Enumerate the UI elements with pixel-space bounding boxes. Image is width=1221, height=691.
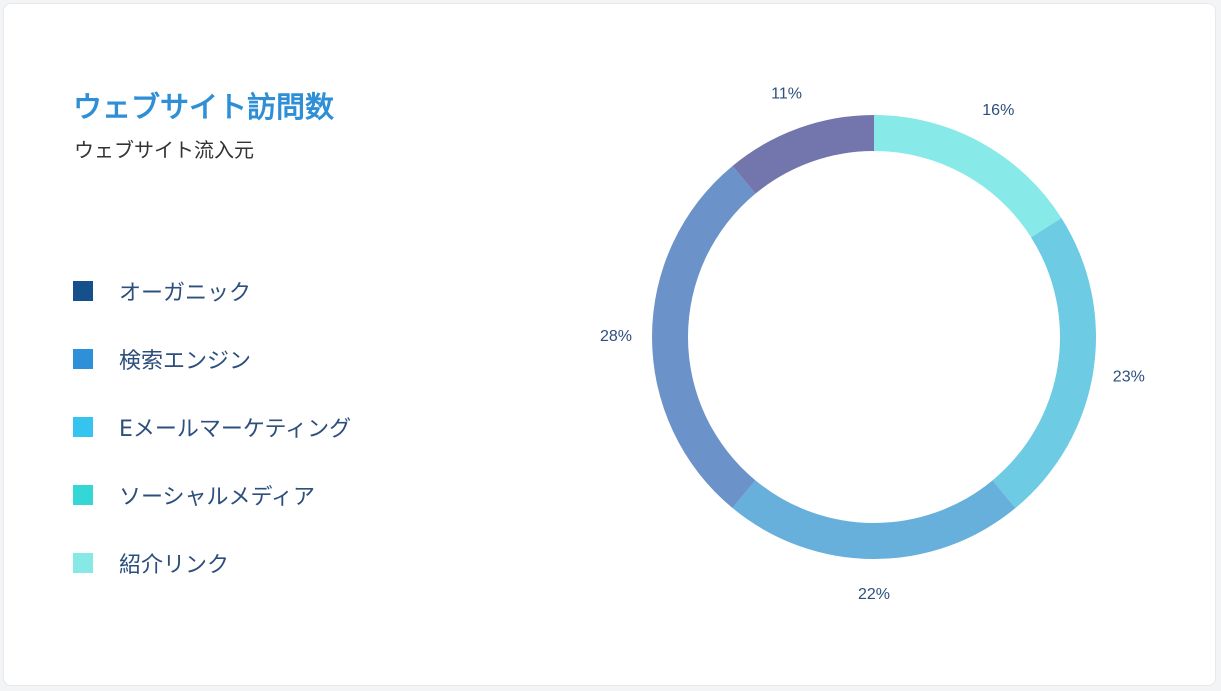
legend-item-search-engine[interactable]: 検索エンジン [73,342,351,376]
legend-item-email-marketing[interactable]: Eメールマーケティング [73,410,351,444]
legend-swatch [73,281,93,301]
legend-label: 紹介リンク [119,553,230,578]
chart-subtitle: ウェブサイト流入元 [74,138,254,162]
donut-slice[interactable] [652,165,756,509]
legend-swatch [73,553,93,573]
slice-percent-label: 28% [600,328,632,345]
slice-percent-label: 23% [1113,369,1145,386]
legend-swatch [73,417,93,437]
slice-percent-label: 11% [771,85,802,102]
slice-percent-label: 16% [982,102,1014,119]
donut-slice[interactable] [874,115,1062,238]
legend-swatch [73,349,93,369]
legend-label: ソーシャルメディア [119,485,316,510]
donut-slice[interactable] [992,218,1096,509]
chart-title: ウェブサイト訪問数 [73,90,335,124]
legend-swatch [73,485,93,505]
legend-item-referral-link[interactable]: 紹介リンク [73,546,351,580]
donut-slice[interactable] [732,480,1016,559]
legend-label: オーガニック [119,281,252,306]
legend: オーガニック 検索エンジン Eメールマーケティング ソーシャルメディア 紹介リン… [73,274,351,614]
donut-slice[interactable] [732,115,874,194]
slice-percent-label: 22% [858,586,890,603]
chart-card: ウェブサイト訪問数 ウェブサイト流入元 オーガニック 検索エンジン Eメールマー… [3,3,1216,686]
legend-label: 検索エンジン [119,349,252,374]
legend-label: Eメールマーケティング [119,417,352,442]
legend-item-social-media[interactable]: ソーシャルメディア [73,478,351,512]
legend-item-organic[interactable]: オーガニック [73,274,351,308]
